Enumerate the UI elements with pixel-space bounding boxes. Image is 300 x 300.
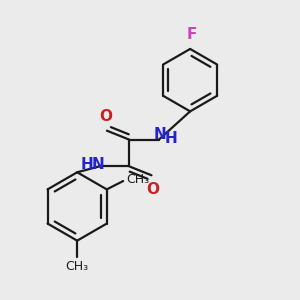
Text: F: F <box>186 26 197 41</box>
Text: H: H <box>165 130 178 146</box>
Text: N: N <box>92 158 104 172</box>
Text: CH₃: CH₃ <box>66 260 89 273</box>
Text: CH₃: CH₃ <box>126 173 149 186</box>
Text: N: N <box>154 127 167 142</box>
Text: H: H <box>81 158 93 172</box>
Text: O: O <box>99 109 112 124</box>
Text: O: O <box>146 182 160 197</box>
